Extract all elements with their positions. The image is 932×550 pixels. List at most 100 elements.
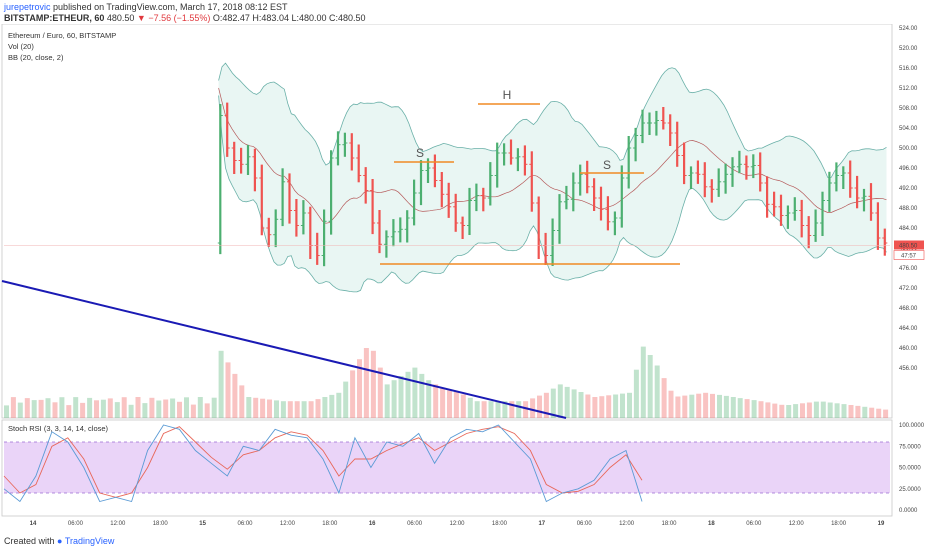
volume-bar — [502, 401, 508, 418]
volume-bar — [730, 397, 736, 418]
volume-bar — [398, 376, 404, 418]
time-axis-label: 18:00 — [322, 521, 338, 527]
volume-bar — [848, 405, 854, 418]
volume-bar — [675, 396, 681, 418]
volume-bar — [246, 397, 252, 418]
volume-bar — [481, 401, 487, 418]
countdown-label: 47:57 — [901, 254, 917, 260]
last-price-tag-label: 480.50 — [899, 244, 918, 250]
volume-bar — [613, 394, 619, 418]
volume-bar — [329, 394, 335, 418]
author-link[interactable]: jurepetrovic — [4, 2, 51, 12]
volume-bar — [633, 369, 639, 418]
price-change: ▼ −7.56 (−1.55%) — [136, 13, 211, 23]
stoch-d-line — [3, 426, 643, 498]
stoch-band-fill — [4, 442, 890, 493]
volume-bar — [384, 384, 390, 418]
volume-bar — [883, 409, 889, 418]
main-pane-layer: S H S — [1, 62, 890, 419]
volume-bar — [578, 392, 584, 418]
volume-bar — [80, 402, 86, 418]
volume-bar — [696, 393, 702, 418]
volume-bar — [287, 401, 293, 418]
stoch-axis-label: 100.0000 — [899, 423, 925, 429]
volume-bar — [640, 346, 646, 418]
time-axis-label: 06:00 — [746, 521, 762, 527]
volume-bar — [218, 350, 224, 418]
volume-bar — [592, 397, 598, 418]
volume-bar — [689, 394, 695, 418]
volume-bar — [564, 386, 570, 418]
time-axis-label: 06:00 — [237, 521, 253, 527]
volume-bar — [31, 400, 37, 418]
chart-canvas[interactable]: S H S 524.00 520.00 516.00 512.00 508.00 504.00… — [0, 24, 932, 532]
volume-bar — [38, 399, 44, 418]
volume-bar — [495, 401, 501, 418]
volume-bar — [571, 389, 577, 418]
symbol-line: BITSTAMP:ETHEUR, 60 480.50 ▼ −7.56 (−1.5… — [4, 13, 366, 23]
bollinger-lower — [218, 95, 887, 293]
volume-bar — [703, 392, 709, 418]
volume-bar — [827, 402, 833, 418]
publish-line: jurepetrovic published on TradingView.co… — [4, 2, 288, 12]
time-axis-label: 12:00 — [280, 521, 296, 527]
time-axis-label: 17 — [538, 521, 545, 527]
volume-bar — [751, 400, 757, 418]
ohlc-open: O:482.47 — [212, 13, 250, 23]
volume-bar — [876, 408, 882, 418]
created-with: Created with ● TradingView — [4, 536, 114, 546]
price-axis-label: 512.00 — [899, 86, 918, 92]
volume-bar — [280, 401, 286, 418]
volume-bar — [128, 404, 134, 418]
stoch-k-line — [3, 424, 643, 503]
time-axis-label: 06:00 — [68, 521, 84, 527]
volume-bar — [260, 398, 266, 418]
pattern-label: S — [603, 158, 611, 172]
volume-bar — [357, 359, 362, 418]
volume-bar — [343, 381, 349, 418]
volume-bar — [107, 398, 113, 418]
created-with-text: Created with — [4, 536, 55, 546]
volume-bar — [737, 398, 743, 418]
volume-bar — [370, 350, 376, 418]
volume-bar — [204, 403, 210, 418]
time-axis-label: 06:00 — [577, 521, 593, 527]
volume-bar — [177, 401, 182, 418]
volume-bar — [523, 401, 529, 418]
volume-bar — [509, 401, 515, 418]
volume-bar — [274, 400, 279, 418]
legend-stoch: Stoch RSI (3, 3, 14, 14, close) — [8, 424, 109, 433]
time-axis-label: 12:00 — [789, 521, 805, 527]
bollinger-basis — [218, 87, 887, 224]
volume-bar — [550, 388, 556, 418]
volume-bar — [793, 404, 799, 418]
volume-bar — [10, 397, 16, 418]
time-axis-label: 18:00 — [492, 521, 508, 527]
volume-bar — [149, 397, 155, 418]
countdown-tag — [893, 250, 925, 260]
price-axis-label: 476.00 — [899, 266, 918, 272]
time-axis-label: 18:00 — [661, 521, 677, 527]
volume-bar — [135, 397, 141, 418]
volume-bar — [862, 406, 868, 418]
volume-bar — [433, 384, 439, 418]
volume-bar — [59, 397, 65, 418]
ohlc-high: H:483.04 — [252, 13, 289, 23]
price-axis-label: 460.00 — [899, 346, 918, 352]
volume-bar — [239, 385, 245, 418]
tradingview-link[interactable]: TradingView — [64, 536, 115, 546]
stoch-axis-label: 25.0000 — [899, 487, 921, 493]
volume-bar — [530, 398, 536, 418]
price-axis-label: 500.00 — [899, 146, 918, 152]
price-axis-label: 456.00 — [899, 366, 918, 372]
bollinger-upper — [218, 62, 887, 178]
symbol-label: BITSTAMP:ETHEUR, 60 — [4, 13, 105, 23]
volume-bar — [543, 392, 549, 418]
volume-bar — [308, 401, 314, 418]
volume-bar — [267, 399, 272, 418]
price-axis-label: 524.00 — [899, 26, 918, 32]
footer-bar: Created with ● TradingView — [0, 532, 932, 550]
pattern-label: H — [503, 88, 512, 102]
price-axis-label: 468.00 — [899, 306, 918, 312]
volume-bar — [516, 401, 522, 418]
